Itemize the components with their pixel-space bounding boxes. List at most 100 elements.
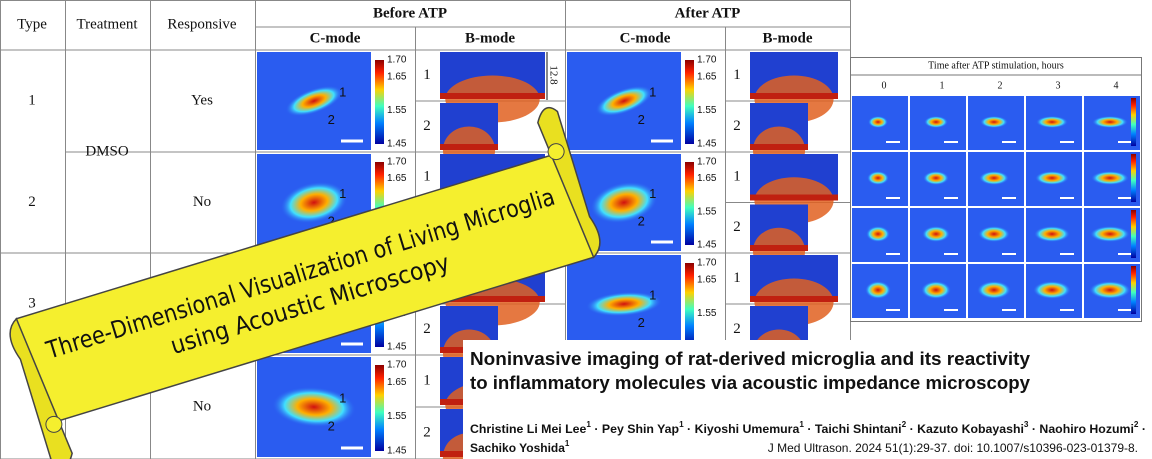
row-type: 3 xyxy=(28,295,36,311)
authors: Christine Li Mei Lee 1 · Pey Shin Yap 1 · … xyxy=(470,420,1146,436)
sub-label: 1 xyxy=(733,67,741,83)
author-name: Kiyoshi Umemura xyxy=(695,422,800,436)
inset-cell xyxy=(1089,281,1131,299)
author-name: Christine Li Mei Lee xyxy=(470,422,587,436)
marker: 2 xyxy=(328,418,335,433)
inset-cell xyxy=(921,281,951,299)
inset-cell xyxy=(1034,226,1070,242)
b-substrate xyxy=(440,93,545,99)
b-substrate xyxy=(750,144,808,150)
author-name: Taichi Shintani xyxy=(815,422,902,436)
inset-colorbar xyxy=(1131,98,1136,146)
separator: · xyxy=(910,422,914,436)
inset-cell xyxy=(1035,171,1069,185)
inset-cell xyxy=(1092,116,1128,128)
inset-cell xyxy=(1033,281,1071,299)
colorbar-label: 1.65 xyxy=(387,173,407,184)
marker: 1 xyxy=(649,85,656,100)
row-type: 2 xyxy=(28,194,36,210)
colorbar-label: 1.55 xyxy=(697,105,717,116)
b-substrate xyxy=(750,245,808,251)
b-substrate xyxy=(440,144,498,150)
row-type: 1 xyxy=(28,92,36,108)
header: Responsive xyxy=(167,16,237,32)
affiliation: 1 xyxy=(565,439,570,448)
colorbar xyxy=(685,60,694,144)
colorbar xyxy=(685,162,694,245)
inset-colorbar xyxy=(1131,210,1136,258)
subheader: C-mode xyxy=(620,30,671,46)
colorbar-label: 1.65 xyxy=(697,71,717,82)
sub-label: 2 xyxy=(733,321,741,337)
inset-title: Time after ATP stimulation, hours xyxy=(928,60,1064,71)
colorbar-label: 1.55 xyxy=(697,308,717,319)
marker: 1 xyxy=(649,288,656,303)
colorbar-label: 1.45 xyxy=(697,139,717,150)
cell xyxy=(280,181,348,224)
citation: J Med Ultrason. 2024 51(1):29-37. doi: 1… xyxy=(768,441,1138,455)
cell xyxy=(586,291,662,317)
separator: · xyxy=(687,422,691,436)
marker: 2 xyxy=(638,112,645,127)
sub-label: 2 xyxy=(423,118,431,134)
authors: Sachiko Yoshida1 xyxy=(470,439,570,455)
colorbar xyxy=(375,60,384,144)
subheader: B-mode xyxy=(465,30,515,46)
colorbar-label: 1.45 xyxy=(387,446,407,457)
inset-cell xyxy=(868,116,888,128)
subheader: B-mode xyxy=(763,30,813,46)
inset-cell xyxy=(979,171,1009,185)
author-name: Sachiko Yoshida xyxy=(470,441,565,455)
inset-column: 2 xyxy=(998,80,1003,91)
b-substrate xyxy=(750,93,838,99)
inset-colorbar xyxy=(1131,154,1136,202)
depth-label: 12.8 xyxy=(547,65,559,85)
inset-cell xyxy=(980,116,1008,128)
marker: 1 xyxy=(339,390,346,405)
marker: 2 xyxy=(638,213,645,228)
paper-header: Noninvasive imaging of rat-derived micro… xyxy=(463,340,1152,459)
inset-cell xyxy=(865,281,891,299)
author-name: Naohiro Hozumi xyxy=(1039,422,1133,436)
colorbar-label: 1.45 xyxy=(387,139,407,150)
sub-label: 2 xyxy=(423,321,431,337)
row-responsive: No xyxy=(193,194,211,210)
author-name: Kazuto Kobayashi xyxy=(917,422,1024,436)
inset-cell xyxy=(1091,171,1129,185)
colorbar-label: 1.70 xyxy=(697,55,717,66)
colorbar-label: 1.65 xyxy=(697,274,717,285)
separator: · xyxy=(807,422,811,436)
separator: · xyxy=(1142,422,1146,436)
cell xyxy=(272,386,356,428)
b-substrate xyxy=(440,296,545,302)
colorbar-label: 1.70 xyxy=(387,360,407,371)
row-responsive: No xyxy=(193,398,211,414)
marker: 2 xyxy=(328,112,335,127)
sub-label: 1 xyxy=(733,270,741,286)
sub-label: 1 xyxy=(423,67,431,83)
header: Before ATP xyxy=(373,5,447,21)
colorbar-label: 1.70 xyxy=(387,55,407,66)
inset-column: 0 xyxy=(882,80,887,91)
inset-cell xyxy=(978,226,1010,242)
inset-colorbar xyxy=(1131,266,1136,314)
colorbar-label: 1.55 xyxy=(697,206,717,217)
inset-column: 4 xyxy=(1114,80,1119,91)
header: After ATP xyxy=(675,5,741,21)
separator: · xyxy=(1032,422,1036,436)
header: Type xyxy=(17,16,47,32)
affiliation: 2 xyxy=(902,420,907,429)
b-substrate xyxy=(750,296,838,302)
colorbar-label: 1.45 xyxy=(387,342,407,353)
inset-figure: Time after ATP stimulation, hours 0 1 2 3 4 xyxy=(850,57,1142,322)
subheader: C-mode xyxy=(310,30,361,46)
scroll-knob xyxy=(45,415,63,433)
marker: 1 xyxy=(339,186,346,201)
paper-title: Noninvasive imaging of rat-derived micro… xyxy=(470,349,1030,369)
colorbar-label: 1.70 xyxy=(697,157,717,168)
inset-cell xyxy=(1090,226,1130,242)
sub-label: 2 xyxy=(733,219,741,235)
sub-label: 2 xyxy=(423,424,431,440)
b-substrate xyxy=(750,194,838,201)
inset-cell xyxy=(924,116,948,128)
